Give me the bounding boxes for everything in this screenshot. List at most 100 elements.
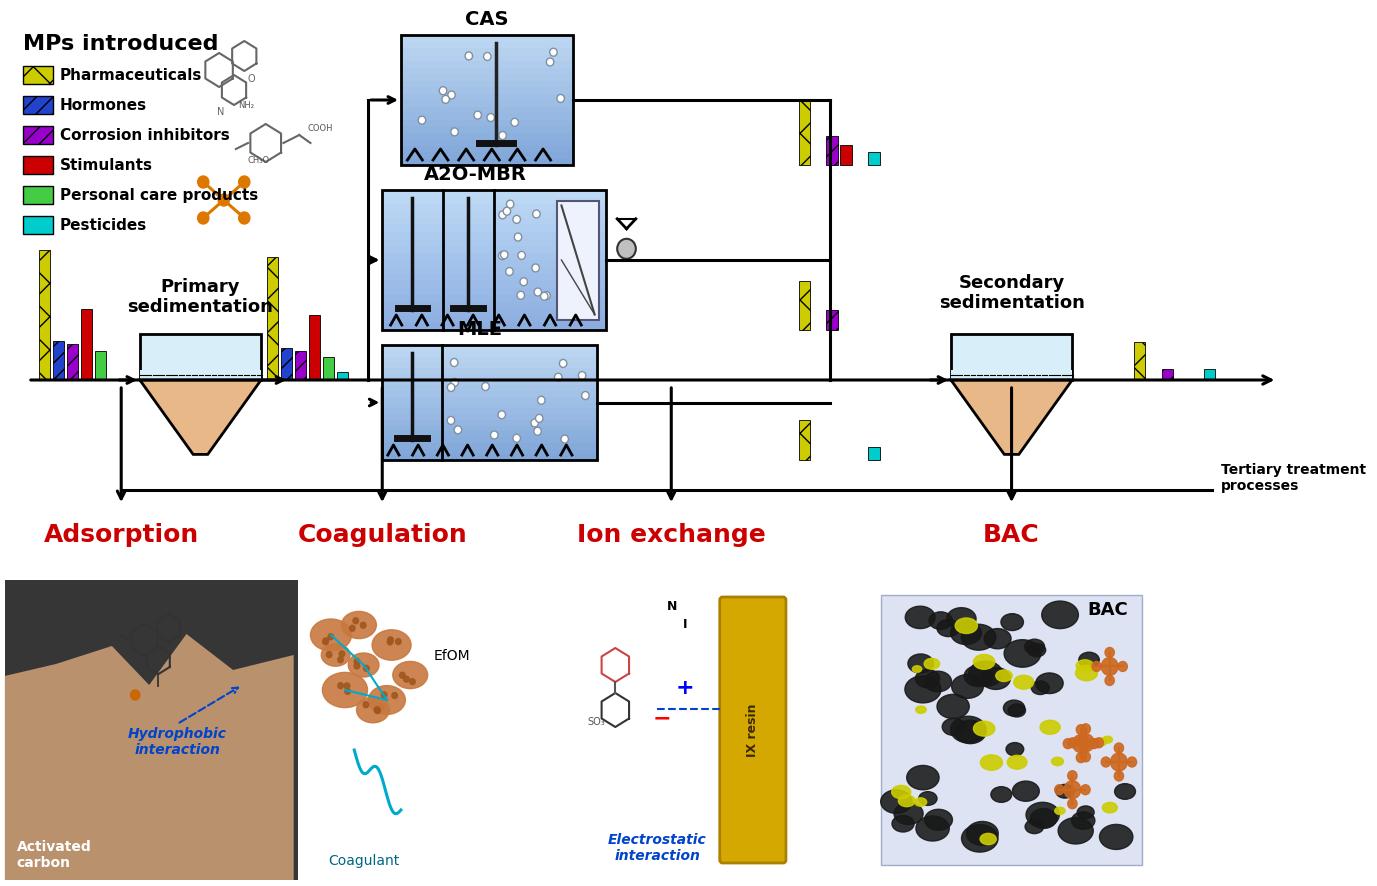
Ellipse shape xyxy=(924,658,939,669)
Ellipse shape xyxy=(961,625,996,650)
Ellipse shape xyxy=(914,798,927,806)
Bar xyxy=(401,159,573,165)
Bar xyxy=(4,580,299,880)
Bar xyxy=(383,197,606,204)
Ellipse shape xyxy=(894,803,923,825)
Text: BAC: BAC xyxy=(983,523,1040,547)
Circle shape xyxy=(350,626,355,631)
Circle shape xyxy=(448,384,454,392)
Ellipse shape xyxy=(321,644,350,666)
Ellipse shape xyxy=(980,755,1002,770)
Bar xyxy=(799,281,810,330)
Text: Stimulants: Stimulants xyxy=(59,158,153,173)
Bar xyxy=(1162,369,1173,380)
Bar xyxy=(383,368,596,374)
Ellipse shape xyxy=(942,719,965,735)
Ellipse shape xyxy=(369,686,405,714)
Circle shape xyxy=(537,396,545,404)
Bar xyxy=(401,35,573,165)
Ellipse shape xyxy=(1008,704,1026,717)
Circle shape xyxy=(1102,657,1118,675)
Bar xyxy=(383,281,606,288)
Text: I: I xyxy=(683,618,687,631)
Bar xyxy=(401,55,573,61)
Text: MLE: MLE xyxy=(457,320,503,339)
Text: Hormones: Hormones xyxy=(59,97,147,113)
Bar xyxy=(383,345,596,460)
Text: COOH: COOH xyxy=(307,124,333,133)
Bar xyxy=(383,260,606,267)
Ellipse shape xyxy=(947,608,976,630)
Ellipse shape xyxy=(954,720,986,743)
Circle shape xyxy=(555,373,562,381)
Ellipse shape xyxy=(980,667,1011,689)
Bar xyxy=(401,67,573,74)
Ellipse shape xyxy=(1042,601,1078,628)
Bar xyxy=(383,425,596,431)
Bar xyxy=(383,379,596,385)
Ellipse shape xyxy=(985,628,1011,649)
Circle shape xyxy=(503,207,511,215)
Ellipse shape xyxy=(907,654,934,673)
Circle shape xyxy=(532,264,540,272)
Bar xyxy=(401,126,573,133)
Bar xyxy=(401,113,573,120)
Ellipse shape xyxy=(310,619,351,651)
Ellipse shape xyxy=(929,612,953,629)
Circle shape xyxy=(541,292,548,300)
Ellipse shape xyxy=(996,670,1012,681)
Circle shape xyxy=(379,703,384,710)
Bar xyxy=(881,595,1142,865)
Bar xyxy=(383,309,606,316)
Bar xyxy=(383,190,606,197)
Bar xyxy=(383,356,596,362)
Ellipse shape xyxy=(991,787,1012,803)
Bar xyxy=(383,246,606,253)
Ellipse shape xyxy=(1004,640,1041,667)
Bar xyxy=(383,345,596,351)
Bar xyxy=(383,211,606,218)
Circle shape xyxy=(1081,752,1091,762)
Bar xyxy=(840,145,851,165)
Bar xyxy=(401,61,573,67)
Circle shape xyxy=(1110,753,1128,771)
Circle shape xyxy=(534,288,541,296)
Bar xyxy=(383,225,606,232)
Ellipse shape xyxy=(950,716,986,742)
Ellipse shape xyxy=(1078,652,1099,667)
Bar xyxy=(826,136,837,165)
Text: N: N xyxy=(218,107,224,117)
Ellipse shape xyxy=(980,834,996,844)
Circle shape xyxy=(581,392,589,400)
Circle shape xyxy=(490,431,498,439)
Ellipse shape xyxy=(1024,820,1044,834)
Circle shape xyxy=(442,96,449,104)
Circle shape xyxy=(344,683,350,689)
Circle shape xyxy=(328,633,333,640)
Text: Personal care products: Personal care products xyxy=(59,188,257,203)
Bar xyxy=(383,391,596,397)
Circle shape xyxy=(518,252,526,260)
Circle shape xyxy=(1118,662,1128,672)
Bar xyxy=(52,341,63,380)
Text: Primary
sedimentation: Primary sedimentation xyxy=(128,277,274,316)
Ellipse shape xyxy=(936,695,969,719)
Circle shape xyxy=(1067,771,1077,781)
Circle shape xyxy=(1104,675,1114,686)
Circle shape xyxy=(354,663,359,669)
Ellipse shape xyxy=(1071,812,1095,829)
Bar xyxy=(952,334,1073,380)
Ellipse shape xyxy=(1075,665,1097,680)
Polygon shape xyxy=(952,380,1073,455)
Bar xyxy=(401,139,573,145)
Circle shape xyxy=(324,638,329,644)
Bar xyxy=(23,216,54,234)
Bar xyxy=(267,257,278,380)
Circle shape xyxy=(1092,662,1102,672)
Bar xyxy=(383,232,606,239)
Circle shape xyxy=(549,48,558,56)
Ellipse shape xyxy=(348,653,379,677)
Text: Electrostatic
interaction: Electrostatic interaction xyxy=(607,833,706,863)
Circle shape xyxy=(353,618,358,624)
Circle shape xyxy=(395,639,401,645)
